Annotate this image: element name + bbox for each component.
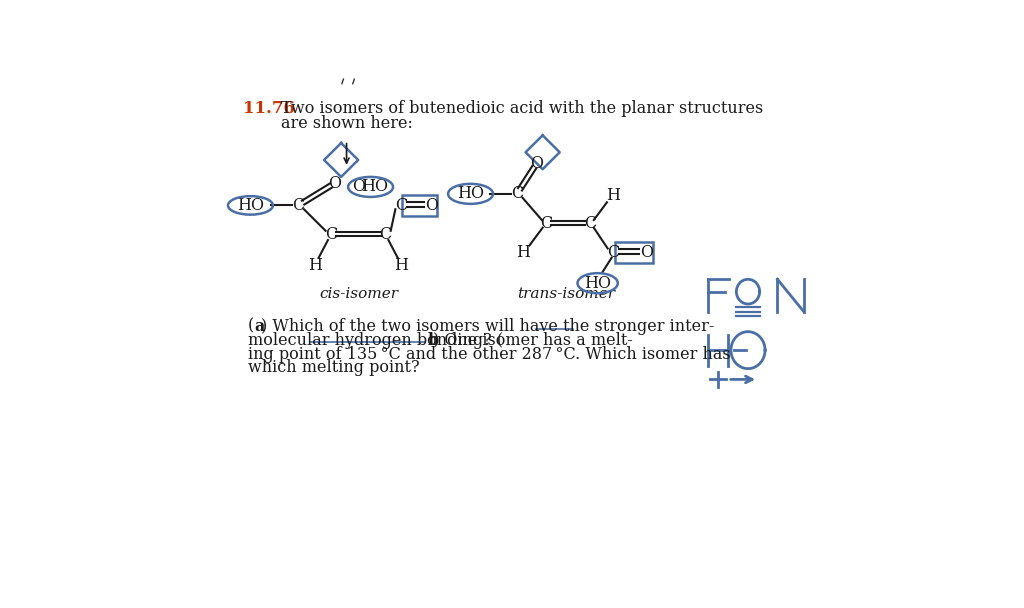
Text: HO: HO	[237, 197, 264, 214]
Text: C: C	[584, 215, 596, 232]
Text: which melting point?: which melting point?	[248, 359, 420, 376]
Text: Two isomers of butenedioic acid with the planar structures: Two isomers of butenedioic acid with the…	[282, 100, 764, 117]
Text: b: b	[427, 332, 438, 348]
Text: HO: HO	[457, 185, 484, 202]
Text: cis-isomer: cis-isomer	[319, 287, 398, 301]
Text: C: C	[379, 226, 391, 243]
Text: C: C	[394, 197, 407, 214]
Text: molecular hydrogen bonding? (: molecular hydrogen bonding? (	[248, 332, 503, 348]
Text: O: O	[352, 178, 366, 195]
Text: C: C	[293, 197, 304, 214]
Text: C: C	[325, 226, 337, 243]
Text: H: H	[308, 257, 323, 274]
Text: HO: HO	[360, 178, 388, 195]
Text: H: H	[516, 244, 530, 261]
Text: C: C	[511, 185, 523, 202]
Text: C: C	[541, 215, 553, 232]
Text: are shown here:: are shown here:	[282, 114, 414, 131]
Text: a: a	[254, 318, 264, 335]
Text: HO: HO	[584, 275, 611, 292]
Text: H: H	[394, 257, 408, 274]
Text: O: O	[425, 197, 438, 214]
Text: H: H	[606, 187, 621, 204]
Text: 11.76: 11.76	[243, 100, 295, 117]
Text: ing point of 135 °C and the other 287 °C. Which isomer has: ing point of 135 °C and the other 287 °C…	[248, 345, 731, 362]
Text: O: O	[329, 174, 341, 192]
Text: ) One isomer has a melt-: ) One isomer has a melt-	[433, 332, 633, 348]
Text: O: O	[640, 244, 653, 261]
Text: O: O	[530, 155, 543, 172]
Text: ) Which of the two isomers will have the stronger inter-: ) Which of the two isomers will have the…	[260, 318, 714, 335]
Text: C: C	[607, 244, 620, 261]
Text: (: (	[248, 318, 254, 335]
Text: trans-isomer: trans-isomer	[517, 287, 614, 301]
